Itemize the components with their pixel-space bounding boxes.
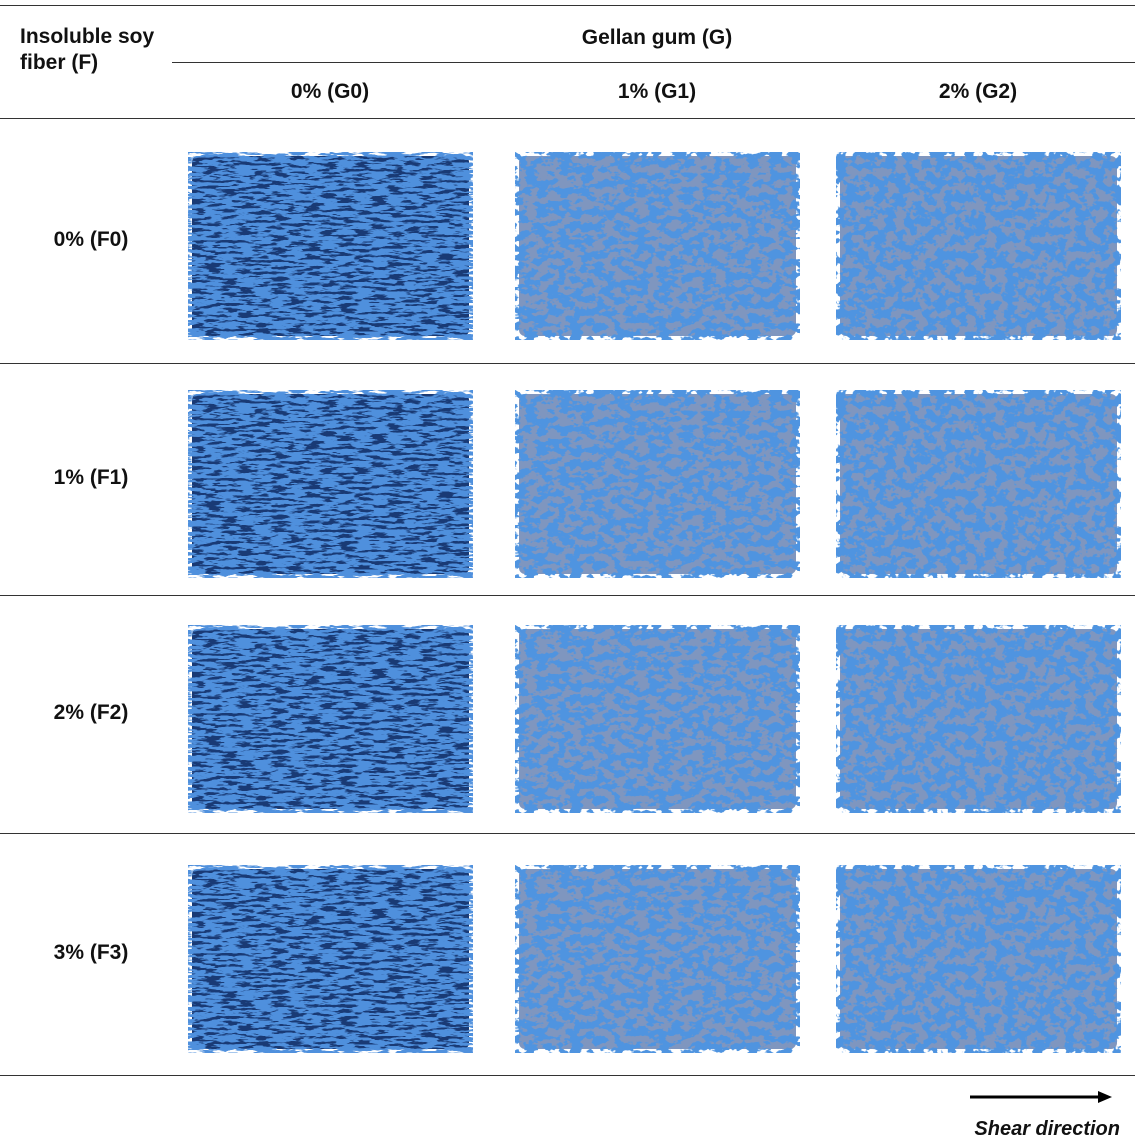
row-header: 3% (F3) <box>54 941 129 965</box>
column-header: 1% (G1) <box>618 80 696 104</box>
micro-ct-image <box>188 390 473 578</box>
shear-arrow <box>960 1088 1120 1108</box>
column-header: 2% (G2) <box>939 80 1017 104</box>
page: Insoluble soy fiber (F) Gellan gum (G) S… <box>0 0 1135 1142</box>
micro-ct-image <box>515 625 800 813</box>
micro-ct-image <box>836 625 1121 813</box>
rule-row <box>0 595 1135 596</box>
rule-top <box>0 5 1135 6</box>
micro-ct-image <box>836 390 1121 578</box>
micro-ct-image <box>188 865 473 1053</box>
micro-ct-image <box>836 152 1121 340</box>
micro-ct-image <box>515 152 800 340</box>
rule-row <box>0 833 1135 834</box>
row-header: Insoluble soy fiber (F) <box>20 24 170 76</box>
rule-header <box>0 118 1135 119</box>
micro-ct-image <box>515 865 800 1053</box>
row-header: 0% (F0) <box>54 228 129 252</box>
rule-group <box>172 62 1135 63</box>
column-group: Gellan gum (G) <box>582 26 733 50</box>
micro-ct-image <box>188 152 473 340</box>
arrow-label: Shear direction <box>974 1118 1120 1141</box>
rule-row <box>0 363 1135 364</box>
micro-ct-image <box>836 865 1121 1053</box>
row-header: 2% (F2) <box>54 701 129 725</box>
micro-ct-image <box>515 390 800 578</box>
rule-bottom <box>0 1075 1135 1076</box>
row-header: 1% (F1) <box>54 466 129 490</box>
micro-ct-image <box>188 625 473 813</box>
column-header: 0% (G0) <box>291 80 369 104</box>
